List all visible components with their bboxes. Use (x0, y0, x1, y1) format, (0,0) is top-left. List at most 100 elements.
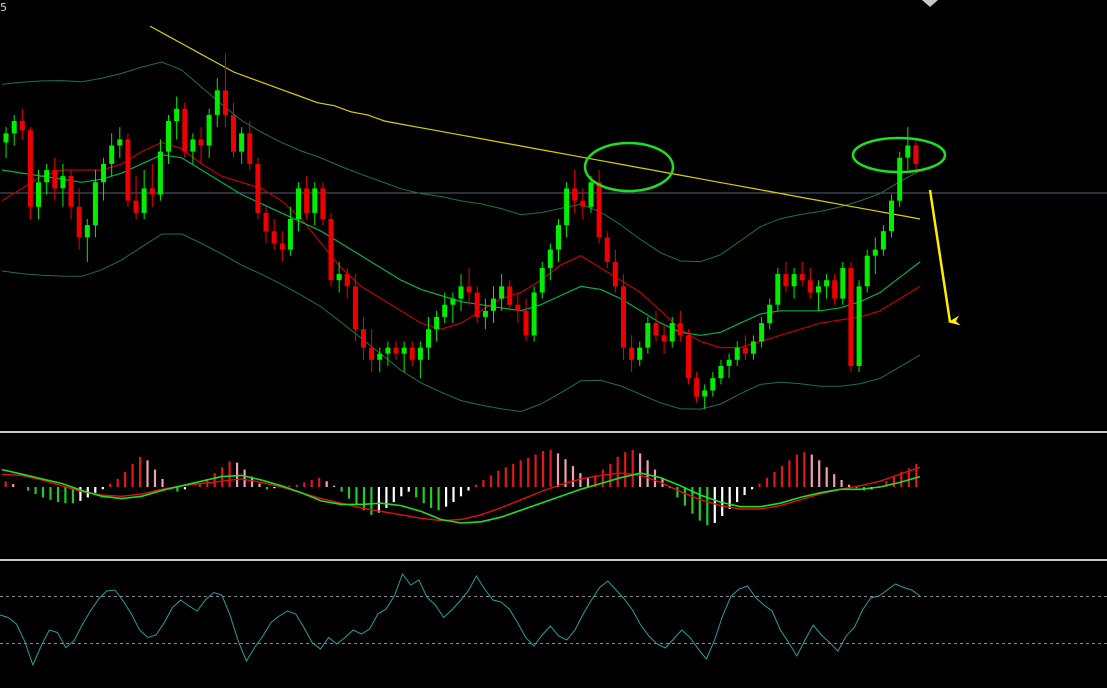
candle (409, 341, 415, 366)
candle-body (637, 347, 643, 360)
candle (231, 102, 236, 158)
candle (401, 341, 407, 373)
candle (328, 212, 334, 287)
oscillator-panel (0, 572, 1107, 667)
candle (621, 274, 626, 360)
candle (572, 170, 578, 213)
candle-body (101, 163, 106, 183)
candle-body (629, 347, 635, 360)
candle (27, 127, 33, 219)
candle (750, 335, 756, 360)
candle (458, 274, 464, 311)
candle (84, 219, 90, 262)
candle-body (507, 286, 513, 305)
candle (76, 188, 82, 250)
candle-body (596, 182, 602, 238)
candle-body (11, 121, 17, 134)
candle (515, 292, 521, 324)
candle-body (206, 114, 212, 146)
candle (807, 267, 813, 299)
macd-signal-line (1, 466, 921, 522)
candle-body (296, 188, 301, 219)
candle (815, 280, 821, 311)
candle (141, 170, 147, 219)
candle-body (68, 176, 74, 207)
candle (377, 347, 383, 373)
candle (880, 225, 886, 256)
candle-body (263, 212, 269, 232)
candle (255, 157, 261, 219)
candle-body (222, 90, 228, 115)
candle-body (166, 121, 171, 152)
candle (279, 231, 285, 262)
candle (68, 170, 74, 219)
collapse-icon (922, 0, 938, 7)
candle-body (271, 231, 277, 244)
candle-body (312, 188, 318, 213)
candle (117, 127, 123, 158)
candle-body (840, 268, 846, 299)
candle-body (588, 182, 594, 207)
candle (320, 182, 326, 226)
candle-body (27, 130, 33, 207)
candle-body (409, 347, 415, 360)
candle (742, 335, 748, 360)
candle-body (889, 200, 894, 232)
candle-body (864, 255, 870, 287)
candle (856, 280, 862, 373)
candle-body (279, 243, 285, 250)
candle (222, 53, 228, 128)
candle-body (474, 292, 480, 317)
candle-body (36, 182, 41, 207)
candle-body (482, 310, 488, 317)
candle-body (669, 323, 675, 342)
bollinger-lower (1, 233, 921, 413)
candle (296, 182, 301, 232)
candle-body (783, 274, 789, 287)
candle (694, 372, 700, 403)
candle (547, 243, 553, 281)
candle (848, 261, 854, 373)
candle-body (686, 335, 691, 379)
candle (905, 127, 911, 171)
candle (556, 219, 561, 262)
candle (629, 335, 635, 373)
candle (726, 353, 732, 379)
candle-body (604, 237, 610, 262)
candle-body (426, 329, 431, 348)
candle-body (897, 157, 903, 201)
candle (864, 249, 870, 293)
candle-body (734, 347, 740, 360)
candle-body (815, 286, 821, 293)
candle-body (807, 280, 813, 293)
candle (710, 372, 716, 397)
candle (474, 286, 480, 324)
candle (499, 274, 505, 311)
candle (247, 121, 253, 171)
candle (393, 341, 399, 360)
candle (791, 267, 797, 299)
candle (44, 163, 50, 195)
candle (52, 157, 58, 201)
candle-body (247, 133, 253, 164)
candle-body (401, 347, 407, 354)
bollinger-upper (1, 61, 921, 263)
candle (385, 341, 391, 366)
candle-body (109, 145, 115, 164)
candle (304, 176, 310, 219)
candle-body (320, 188, 326, 219)
candle-body (791, 274, 797, 287)
candle (417, 341, 423, 379)
candle (491, 286, 496, 324)
candle-body (157, 151, 163, 195)
candle-body (572, 188, 578, 201)
candle-body (141, 188, 147, 213)
candle (775, 267, 781, 311)
candle-body (149, 188, 155, 195)
candle-body (645, 323, 651, 348)
candle-body (515, 304, 521, 311)
candle-body (824, 280, 830, 287)
candle (669, 316, 675, 348)
candle (580, 188, 586, 219)
candle (604, 231, 610, 268)
